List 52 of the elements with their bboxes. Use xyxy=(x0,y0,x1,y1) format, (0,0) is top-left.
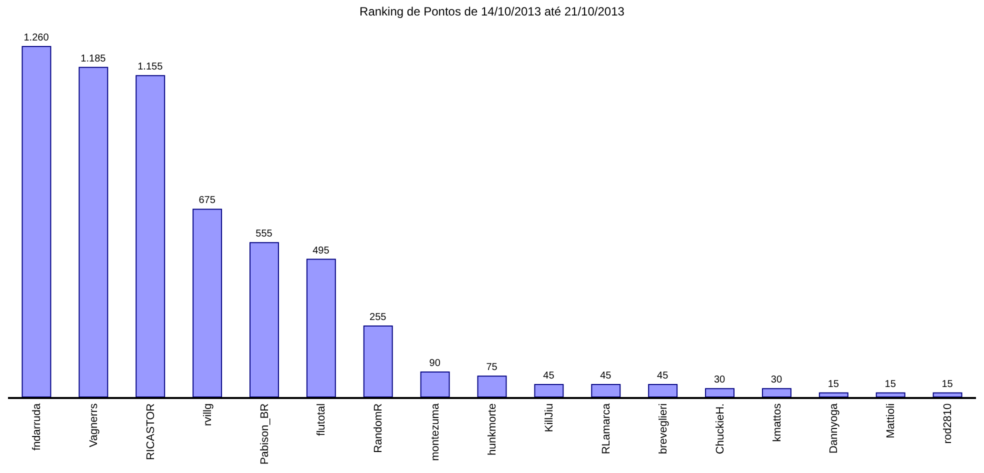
x-tick-label: breveglieri xyxy=(657,403,670,454)
bar xyxy=(876,392,906,397)
bar xyxy=(136,75,166,397)
x-tick-label: KillJiu xyxy=(544,403,556,432)
x-tick-label: fndarruda xyxy=(31,402,44,450)
bar xyxy=(477,376,507,397)
x-tick-label: Vagnerrs xyxy=(88,402,100,448)
bar xyxy=(705,388,734,397)
x-tick-label: montezuma xyxy=(430,402,442,461)
data-label: 90 xyxy=(429,358,441,369)
data-label: 75 xyxy=(486,362,498,374)
x-tick-label: Mattioli xyxy=(885,403,898,438)
x-tick-label: hunkmorte xyxy=(486,403,499,456)
bar xyxy=(648,384,678,397)
x-tick-label: Dannyoga xyxy=(828,402,840,454)
x-tick-label: kmattos xyxy=(771,402,784,442)
data-label: 45 xyxy=(657,370,669,382)
x-tick-label: flutotal xyxy=(316,403,328,436)
data-label: 495 xyxy=(312,245,330,256)
data-label: 255 xyxy=(370,312,387,324)
bar xyxy=(420,371,450,397)
bar xyxy=(932,392,962,397)
x-tick-label: ChuckieH. xyxy=(714,403,726,454)
data-label: 15 xyxy=(828,378,840,390)
data-label: 15 xyxy=(942,378,954,390)
x-tick-label: rvillg xyxy=(202,403,214,426)
bar xyxy=(762,388,792,397)
bar xyxy=(306,258,336,397)
data-label: 675 xyxy=(198,195,216,206)
data-label: 1.260 xyxy=(24,32,50,44)
bar xyxy=(591,384,621,397)
x-tick-label: rod2810 xyxy=(942,403,954,444)
data-label: 45 xyxy=(543,370,555,382)
data-label: 30 xyxy=(714,374,726,386)
data-label: 30 xyxy=(770,374,782,386)
data-label: 555 xyxy=(256,228,273,240)
bar xyxy=(250,242,279,397)
bar xyxy=(78,66,108,397)
data-label: 15 xyxy=(884,378,896,390)
data-label: 1.185 xyxy=(80,53,106,64)
bar xyxy=(818,392,848,397)
bar xyxy=(192,208,222,397)
data-label: 1.155 xyxy=(138,62,164,73)
data-label: 45 xyxy=(600,370,612,382)
bar xyxy=(534,384,564,397)
x-tick-label: RandomR xyxy=(372,403,385,453)
bar xyxy=(363,326,393,397)
x-tick-label: Pabison_BR xyxy=(258,403,271,465)
bar xyxy=(22,46,52,397)
chart-title: Ranking de Pontos de 14/10/2013 até 21/10/2013 xyxy=(360,4,625,18)
x-tick-label: RLamarca xyxy=(600,402,612,454)
x-tick-label: RICASTOR xyxy=(144,403,157,460)
